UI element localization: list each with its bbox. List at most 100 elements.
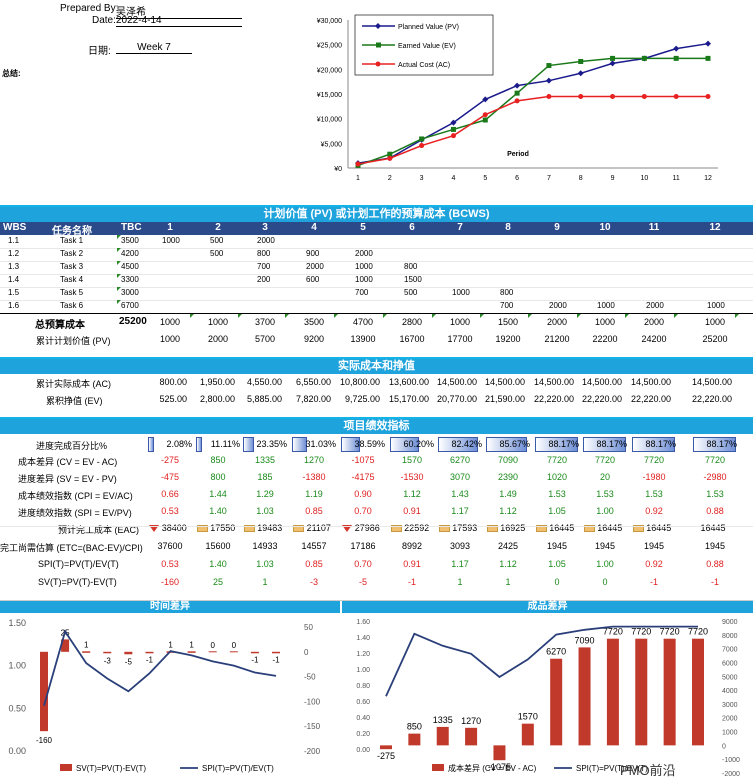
svt-value[interactable]: 25 xyxy=(212,577,223,587)
cum-pv-value[interactable]: 21200 xyxy=(544,334,570,344)
ev-value[interactable]: 15,170.00 xyxy=(388,394,429,404)
task-tbc[interactable]: 6700 xyxy=(121,301,139,310)
task-cell[interactable]: 800 xyxy=(500,288,514,297)
cum-pv-value[interactable]: 22200 xyxy=(592,334,618,344)
etc-value[interactable]: 1945 xyxy=(594,541,616,551)
spi-value[interactable]: 0.85 xyxy=(305,506,323,516)
spi-value[interactable]: 1.03 xyxy=(256,506,274,516)
task-tbc[interactable]: 3000 xyxy=(121,288,139,297)
cpi-value[interactable]: 1.49 xyxy=(499,489,517,499)
eac-cell[interactable]: 16445 xyxy=(687,523,739,533)
svt-value[interactable]: 1 xyxy=(505,577,511,587)
spit-value[interactable]: 0.70 xyxy=(354,559,372,569)
progress-value[interactable]: 85.67% xyxy=(499,439,530,449)
cum-pv-value[interactable]: 17700 xyxy=(447,334,473,344)
period-value[interactable]: Week 7 xyxy=(116,42,192,54)
cv-value[interactable]: 7720 xyxy=(546,455,568,465)
svt-value[interactable]: 1 xyxy=(457,577,463,587)
spit-value[interactable]: 0.91 xyxy=(403,559,421,569)
sv-value[interactable]: -1980 xyxy=(642,472,666,482)
cv-value[interactable]: 1270 xyxy=(303,455,325,465)
progress-value[interactable]: 23.35% xyxy=(256,439,287,449)
task-cell[interactable]: 1000 xyxy=(355,275,373,284)
svt-value[interactable]: -160 xyxy=(160,577,179,587)
ev-value[interactable]: 9,725.00 xyxy=(344,394,380,404)
budget-value[interactable]: 1000 xyxy=(704,317,726,327)
task-cell[interactable]: 500 xyxy=(210,249,224,258)
prepared-value[interactable]: 吴泽希 xyxy=(116,3,242,19)
spi-value[interactable]: 1.00 xyxy=(596,506,614,516)
spit-value[interactable]: 0.85 xyxy=(305,559,323,569)
etc-value[interactable]: 3093 xyxy=(449,541,471,551)
budget-value[interactable]: 1000 xyxy=(449,317,471,327)
ev-value[interactable]: 2,800.00 xyxy=(199,394,235,404)
cv-value[interactable]: 7720 xyxy=(704,455,726,465)
task-cell[interactable]: 2000 xyxy=(646,301,664,310)
progress-value[interactable]: 60.20% xyxy=(403,439,434,449)
cv-value[interactable]: 7720 xyxy=(594,455,616,465)
task-cell[interactable]: 600 xyxy=(306,275,320,284)
cum-pv-value[interactable]: 5700 xyxy=(254,334,276,344)
task-cell[interactable]: 500 xyxy=(210,236,224,245)
eac-cell[interactable]: 22592 xyxy=(384,523,436,533)
budget-value[interactable]: 1000 xyxy=(207,317,229,327)
eac-cell[interactable]: 38400 xyxy=(142,523,194,533)
spit-value[interactable]: 0.88 xyxy=(706,559,724,569)
task-cell[interactable]: 1000 xyxy=(597,301,615,310)
task-name[interactable]: Task 5 xyxy=(60,288,84,297)
task-cell[interactable]: 900 xyxy=(306,249,320,258)
ac-value[interactable]: 1,950.00 xyxy=(199,377,235,387)
progress-value[interactable]: 88.17% xyxy=(596,439,627,449)
etc-value[interactable]: 1945 xyxy=(704,541,726,551)
task-cell[interactable]: 1500 xyxy=(404,275,422,284)
cum-pv-value[interactable]: 2000 xyxy=(207,334,229,344)
task-cell[interactable]: 1000 xyxy=(452,288,470,297)
sv-value[interactable]: 1020 xyxy=(546,472,568,482)
cpi-value[interactable]: 1.53 xyxy=(706,489,724,499)
cv-value[interactable]: -1075 xyxy=(351,455,375,465)
task-tbc[interactable]: 3300 xyxy=(121,275,139,284)
cpi-value[interactable]: 1.53 xyxy=(548,489,566,499)
ac-value[interactable]: 14,500.00 xyxy=(691,377,732,387)
etc-value[interactable]: 14933 xyxy=(252,541,278,551)
cpi-value[interactable]: 1.53 xyxy=(596,489,614,499)
progress-value[interactable]: 38.59% xyxy=(354,439,385,449)
task-cell[interactable]: 500 xyxy=(404,288,418,297)
spit-value[interactable]: 1.12 xyxy=(499,559,517,569)
cpi-value[interactable]: 1.29 xyxy=(256,489,274,499)
spit-value[interactable]: 1.17 xyxy=(451,559,469,569)
cum-pv-value[interactable]: 1000 xyxy=(159,334,181,344)
cum-pv-value[interactable]: 24200 xyxy=(641,334,667,344)
sv-value[interactable]: 185 xyxy=(257,472,273,482)
ac-value[interactable]: 800.00 xyxy=(159,377,187,387)
cv-value[interactable]: 1335 xyxy=(254,455,276,465)
ac-value[interactable]: 14,500.00 xyxy=(581,377,622,387)
task-cell[interactable]: 1000 xyxy=(162,236,180,245)
task-cell[interactable]: 1000 xyxy=(707,301,725,310)
task-name[interactable]: Task 2 xyxy=(60,249,84,258)
task-name[interactable]: Task 6 xyxy=(60,301,84,310)
date-value[interactable]: 2022-4-14 xyxy=(116,15,242,27)
eac-cell[interactable]: 27986 xyxy=(335,523,387,533)
cum-pv-value[interactable]: 25200 xyxy=(702,334,728,344)
sv-value[interactable]: -475 xyxy=(160,472,179,482)
cum-pv-value[interactable]: 9200 xyxy=(303,334,325,344)
eac-cell[interactable]: 21107 xyxy=(286,523,338,533)
ev-value[interactable]: 21,590.00 xyxy=(484,394,525,404)
cum-pv-value[interactable]: 13900 xyxy=(350,334,376,344)
eac-cell[interactable]: 16445 xyxy=(577,523,629,533)
task-cell[interactable]: 2000 xyxy=(355,249,373,258)
cpi-value[interactable]: 1.53 xyxy=(645,489,663,499)
spi-value[interactable]: 0.92 xyxy=(645,506,663,516)
cv-value[interactable]: -275 xyxy=(160,455,179,465)
task-cell[interactable]: 700 xyxy=(355,288,369,297)
cpi-value[interactable]: 1.44 xyxy=(209,489,227,499)
spit-value[interactable]: 1.03 xyxy=(256,559,274,569)
spi-value[interactable]: 1.05 xyxy=(548,506,566,516)
ev-value[interactable]: 22,220.00 xyxy=(691,394,732,404)
ac-value[interactable]: 6,550.00 xyxy=(295,377,331,387)
svt-value[interactable]: 0 xyxy=(602,577,608,587)
progress-value[interactable]: 88.17% xyxy=(645,439,676,449)
cv-value[interactable]: 1570 xyxy=(401,455,423,465)
svt-value[interactable]: -1 xyxy=(407,577,416,587)
